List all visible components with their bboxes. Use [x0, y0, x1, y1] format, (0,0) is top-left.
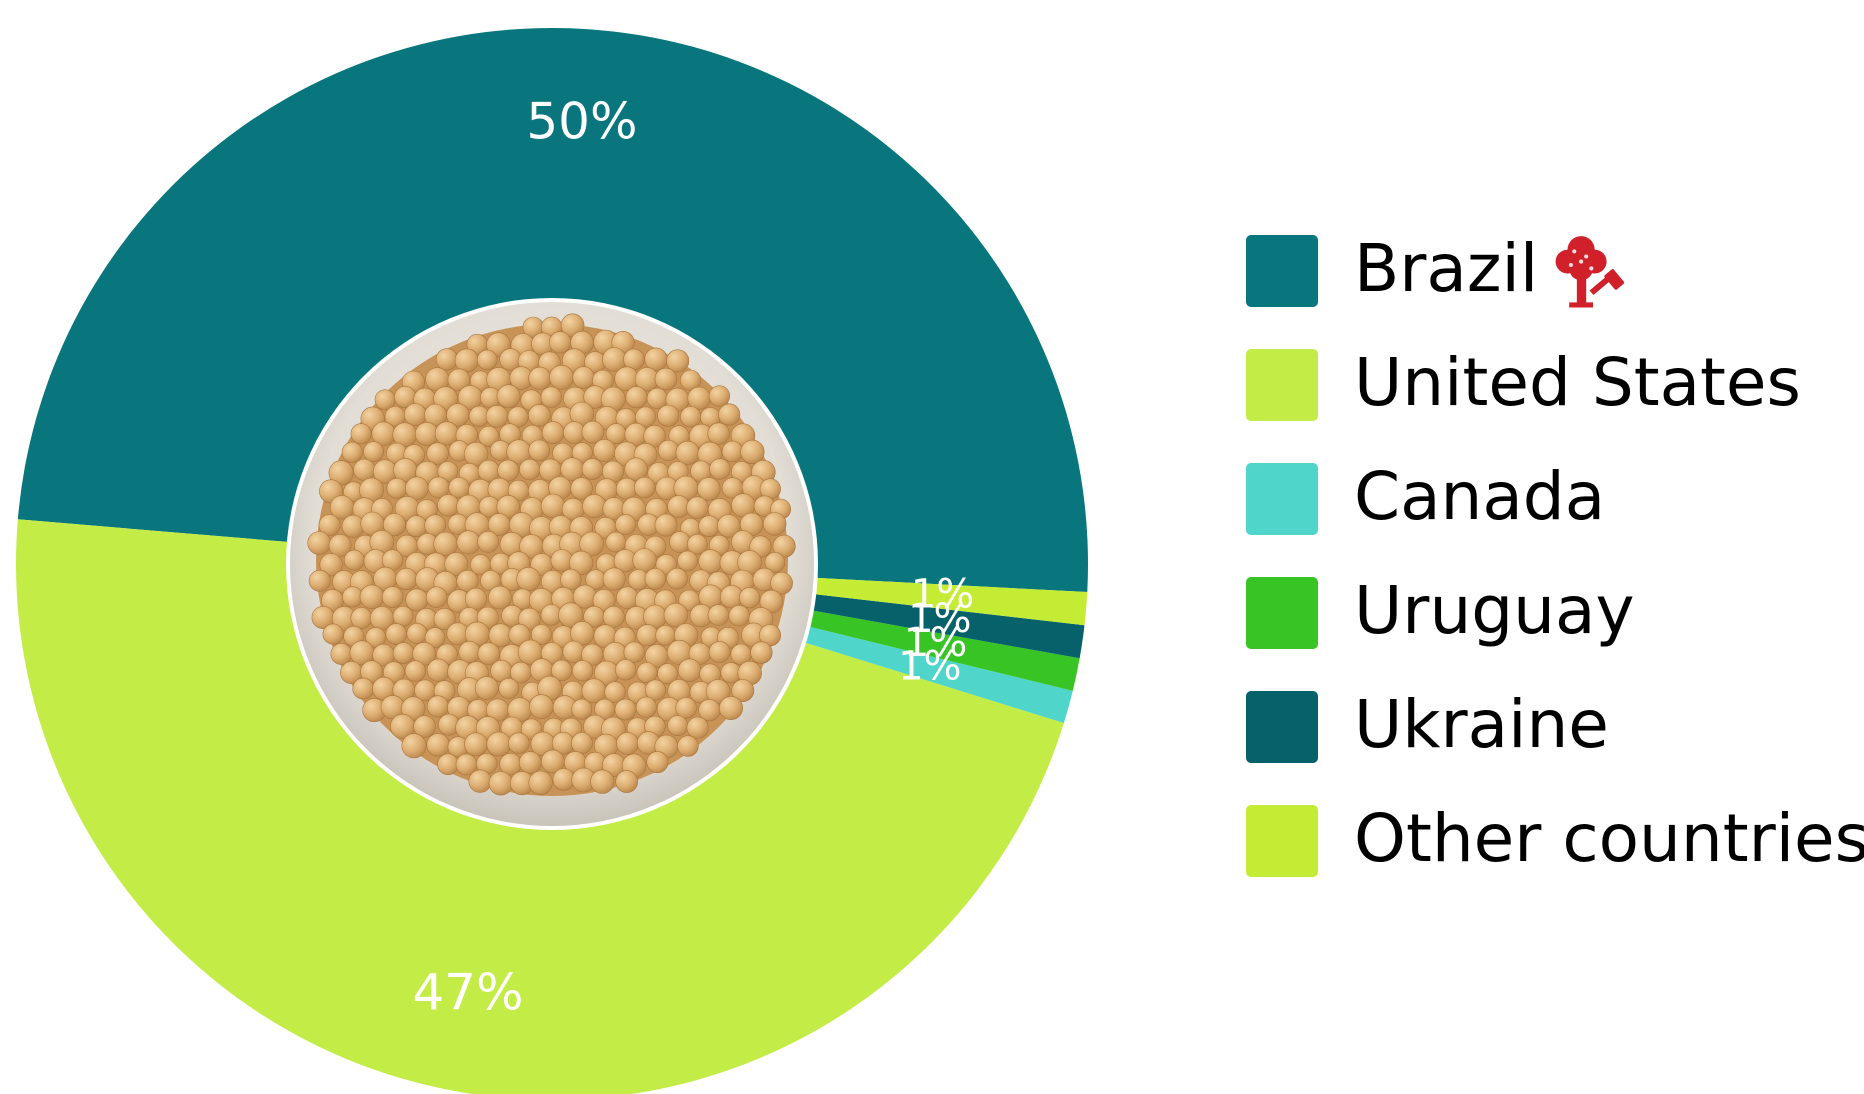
legend-swatch-united-states: [1246, 349, 1318, 421]
legend-swatch-other-countries: [1246, 805, 1318, 877]
legend-item-brazil: Brazil: [1246, 230, 1625, 308]
legend: Brazil United States Canada Uruguay Ukraine O…: [1246, 230, 1864, 877]
legend-item-uruguay: Uruguay: [1246, 572, 1635, 649]
slice-label-uruguay: 1%: [904, 620, 967, 666]
slice-labels: 50%47%1%1%1%1%: [412, 93, 974, 1022]
legend-label-brazil: Brazil: [1354, 230, 1538, 307]
legend-label-united-states: United States: [1354, 344, 1801, 421]
slice-label-ukraine: 1%: [908, 596, 971, 642]
tree-hammer-icon: [1555, 236, 1625, 308]
slice-label-brazil: 50%: [526, 93, 637, 151]
legend-swatch-ukraine: [1246, 691, 1318, 763]
slice-label-other-countries: 1%: [911, 572, 974, 618]
legend-label-canada: Canada: [1354, 458, 1605, 535]
slice-label-united-states: 47%: [412, 963, 523, 1021]
legend-item-ukraine: Ukraine: [1246, 686, 1609, 763]
legend-label-ukraine: Ukraine: [1354, 686, 1609, 763]
legend-label-other-countries: Other countries: [1354, 800, 1864, 877]
legend-label-uruguay: Uruguay: [1354, 572, 1635, 649]
legend-item-other-countries: Other countries: [1246, 800, 1864, 877]
legend-item-united-states: United States: [1246, 344, 1801, 421]
legend-swatch-uruguay: [1246, 577, 1318, 649]
slice-label-canada: 1%: [898, 644, 961, 690]
legend-item-canada: Canada: [1246, 458, 1605, 535]
bowl-of-soybeans-image: [286, 298, 818, 830]
legend-swatch-brazil: [1246, 235, 1318, 307]
legend-swatch-canada: [1246, 463, 1318, 535]
